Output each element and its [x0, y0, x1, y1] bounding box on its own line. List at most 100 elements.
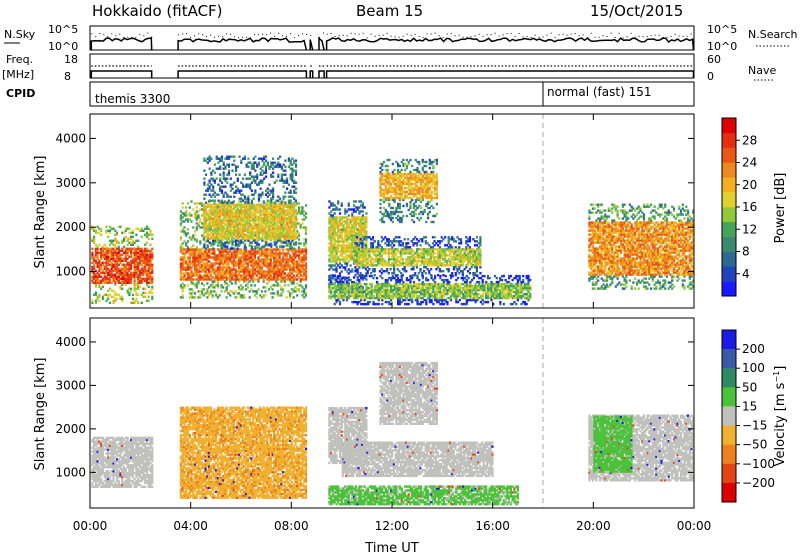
power-cell	[91, 247, 94, 250]
power-cell	[193, 202, 197, 205]
power-cell	[135, 287, 138, 290]
power-cell	[255, 270, 258, 273]
power-cell	[254, 169, 257, 172]
power-cell	[117, 241, 120, 244]
power-cell	[201, 290, 204, 293]
power-cell	[234, 262, 237, 265]
power-cell	[232, 278, 235, 281]
power-cell	[126, 263, 129, 266]
power-cell	[282, 250, 285, 253]
power-cell	[239, 266, 242, 269]
power-cell	[278, 284, 281, 287]
power-cell	[257, 280, 260, 283]
power-cell	[151, 295, 154, 298]
power-cell	[190, 270, 193, 273]
power-cell	[145, 281, 149, 284]
power-cell	[247, 165, 250, 168]
power-cell	[243, 280, 246, 283]
power-cell	[257, 161, 261, 164]
power-cell	[294, 163, 298, 166]
power-cell	[124, 267, 127, 270]
power-cell	[192, 260, 195, 263]
power-cell	[227, 254, 230, 257]
power-cell	[202, 264, 205, 267]
power-cell	[303, 244, 306, 247]
power-cell	[133, 263, 136, 266]
power-cell	[262, 264, 265, 267]
power-cell	[245, 248, 248, 251]
power-cell	[276, 276, 279, 279]
power-cell	[283, 264, 286, 267]
power-cell	[190, 248, 193, 251]
power-cell	[292, 276, 295, 279]
noise-left-tick-bottom: 10^0	[48, 40, 78, 53]
power-cell	[209, 262, 212, 265]
power-cell	[149, 263, 152, 266]
power-cell	[128, 293, 131, 296]
power-cell	[123, 263, 126, 266]
power-cell	[126, 253, 129, 256]
power-cell	[185, 206, 188, 209]
power-cell	[197, 280, 200, 283]
power-cell	[213, 264, 216, 267]
power-cell	[108, 301, 112, 304]
power-cell	[405, 202, 408, 206]
power-cell	[137, 261, 140, 264]
power-cell	[149, 273, 152, 276]
power-cell	[203, 211, 206, 214]
power-cell	[250, 274, 253, 277]
power-cell	[94, 279, 97, 282]
power-cell	[181, 220, 184, 223]
power-cell	[296, 274, 299, 277]
power-cell	[227, 260, 230, 263]
power-cell	[188, 264, 191, 267]
power-cell	[260, 250, 264, 253]
power-cell	[138, 263, 141, 266]
power-cell	[202, 266, 205, 269]
power-cell	[206, 254, 209, 257]
power-cell	[238, 173, 241, 176]
power-cell	[179, 274, 182, 277]
power-cell	[205, 213, 208, 216]
power-cell	[269, 276, 272, 279]
power-cell	[239, 278, 242, 281]
power-cell	[220, 276, 223, 279]
power-cell	[266, 278, 269, 281]
power-cell	[137, 255, 140, 258]
power-cell	[229, 276, 232, 279]
power-cell	[250, 284, 253, 287]
power-cell	[91, 257, 94, 260]
power-cell	[144, 265, 147, 268]
power-cell	[91, 279, 94, 282]
power-cell	[179, 248, 182, 251]
power-cell	[114, 299, 117, 302]
power-cell	[220, 270, 223, 273]
power-cell	[218, 268, 221, 271]
power-cell	[140, 281, 143, 284]
power-cell	[217, 199, 220, 202]
noise-strip: N.Sky 10^5 10^0 10^5 10^0 N.Search	[4, 23, 798, 53]
power-cell	[101, 269, 104, 272]
power-cell	[206, 288, 209, 291]
power-cell	[257, 248, 260, 251]
power-cell	[294, 256, 297, 259]
power-cell	[193, 284, 197, 287]
power-cell	[285, 262, 288, 265]
power-cell	[114, 253, 117, 256]
power-cell	[195, 266, 198, 269]
power-cell	[110, 247, 113, 250]
power-cell	[192, 296, 195, 299]
power-cell	[245, 288, 248, 291]
power-cell	[299, 260, 302, 263]
power-cell	[282, 252, 285, 255]
power-cell	[126, 279, 129, 282]
power-cell	[275, 276, 278, 279]
power-cell	[236, 256, 239, 259]
power-cell	[190, 278, 193, 281]
power-cell	[192, 264, 195, 267]
power-cell	[188, 252, 191, 255]
power-cell	[220, 262, 223, 265]
power-cell	[269, 266, 272, 269]
power-cell	[219, 177, 222, 180]
power-cell	[290, 276, 293, 279]
